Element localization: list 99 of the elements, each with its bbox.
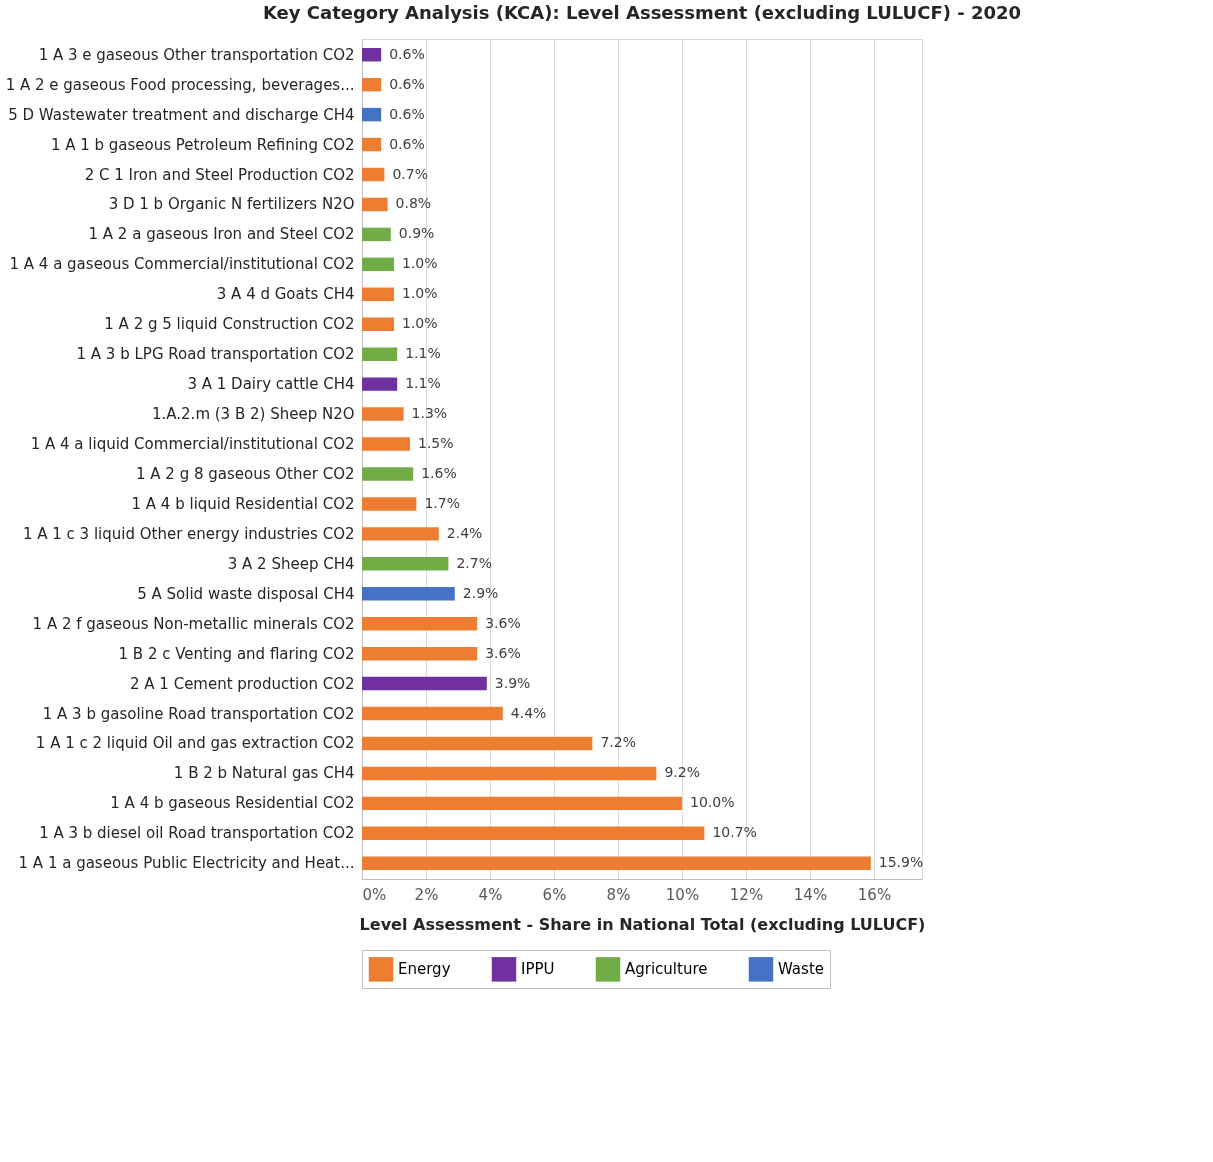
legend-label: Energy [398,960,451,979]
bar [362,377,398,391]
bar [362,676,487,691]
bar [362,227,391,242]
bar [362,826,705,841]
text: 1.1% [405,375,441,392]
x-tick-label: 10% [665,885,700,904]
y-tick-label: 1 A 2 e gaseous Food processing, beverages... [5,75,355,94]
y-tick-label: 1 A 4 b gaseous Residential CO2 [110,794,355,813]
y-tick-label: 1 A 3 b diesel oil Road transportation CO2 [39,824,355,843]
x-tick-label: 6% [542,885,567,904]
text: 0.6% [389,45,425,62]
y-tick-label: 3 A 4 d Goats CH4 [216,285,355,304]
bar [362,646,478,661]
y-tick-label: 1 A 1 a gaseous Public Electricity and Heat... [18,854,355,873]
text: 0.6% [389,75,425,92]
bar [362,796,682,811]
bar [362,407,404,421]
x-tick-label: 16% [857,885,892,904]
text: 4.4% [510,704,547,721]
y-tick-label: 1 A 1 b gaseous Petroleum Refining CO2 [50,135,355,154]
text: 15.9% [878,854,924,871]
chart-title: Key Category Analysis (KCA): Level Assessment (excluding LULUCF) - 2020 [262,2,1022,23]
x-tick-label: 14% [793,885,828,904]
y-tick-label: 1 A 4 a liquid Commercial/institutional CO2 [30,435,355,454]
x-tick-label: 8% [606,885,631,904]
legend-label: Agriculture [625,960,708,979]
y-tick-label: 3 A 2 Sheep CH4 [227,554,355,573]
y-tick-label: 1 A 2 g 8 gaseous Other CO2 [136,464,355,483]
y-tick-label: 1 A 4 b liquid Residential CO2 [131,494,355,513]
y-tick-label: 3 D 1 b Organic N fertilizers N2O [108,195,355,214]
y-tick-label: 2 A 1 Cement production CO2 [130,674,355,693]
text: 0.6% [389,105,425,122]
y-tick-label: 1 A 3 b gasoline Road transportation CO2 [42,704,355,723]
x-tick-label: 12% [729,885,764,904]
bar [362,856,871,871]
text: 1.7% [424,494,460,511]
text: 1.1% [405,345,441,362]
text: 10.7% [712,824,757,841]
x-tick-label: 4% [478,885,503,904]
text: 9.2% [664,764,700,781]
text: 1.0% [402,285,438,302]
text: 0.9% [398,225,435,242]
y-tick-label: 1 A 3 e gaseous Other transportation CO2 [38,45,355,64]
text: 2.9% [462,584,499,601]
y-tick-label: 1 A 1 c 3 liquid Other energy industries CO2 [22,524,355,543]
bar [362,437,410,451]
bar [362,287,394,302]
text: 1.6% [421,464,457,481]
y-tick-label: 3 A 1 Dairy cattle CH4 [187,375,355,394]
legend-label: Waste [778,960,824,979]
text: 3.6% [485,614,521,631]
text: 1.0% [402,315,438,332]
text: 10.0% [690,794,735,811]
text: 1.5% [418,435,454,452]
x-tick-label: 0% [362,885,387,904]
y-tick-label: 1 B 2 c Venting and flaring CO2 [118,644,355,663]
text: 0.6% [389,135,425,152]
bar [362,467,414,481]
text: 2.7% [456,554,492,571]
text: 0.7% [392,165,428,182]
y-tick-label: 1 A 1 c 2 liquid Oil and gas extraction CO2 [35,734,355,753]
bar [362,527,439,541]
y-tick-label: 1 A 3 b LPG Road transportation CO2 [76,345,355,364]
legend-label: IPPU [521,960,555,979]
bar [362,706,503,721]
text: 3.6% [485,644,521,661]
y-tick-label: 1 A 2 g 5 liquid Construction CO2 [104,315,355,334]
y-tick-label: 1 A 2 f gaseous Non-metallic minerals CO2 [32,614,355,633]
text: 3.9% [494,674,531,691]
bar [362,587,455,601]
bar [362,167,385,182]
x-tick-label: 2% [414,885,439,904]
bar [362,47,382,62]
text: 1.0% [402,255,438,272]
y-tick-label: 1 B 2 b Natural gas CH4 [173,764,355,783]
bar [362,497,417,511]
bar [362,766,657,781]
y-tick-label: 5 A Solid waste disposal CH4 [137,584,355,603]
bar [362,107,382,122]
bar [362,317,394,331]
bar [362,257,394,272]
text: 7.2% [600,734,636,751]
x-axis-title: Level Assessment - Share in National Total (excluding LULUCF) [359,914,926,934]
y-tick-label: 5 D Wastewater treatment and discharge CH4 [8,105,355,124]
y-tick-label: 1.A.2.m (3 B 2) Sheep N2O [152,405,355,424]
text: 0.8% [395,195,432,212]
y-tick-label: 1 A 2 a gaseous Iron and Steel CO2 [88,225,355,244]
bar [362,197,388,212]
bar [362,557,449,571]
text: 1.3% [411,405,448,422]
y-tick-label: 1 A 4 a gaseous Commercial/institutional CO2 [9,255,355,274]
bar [362,616,478,631]
y-tick-label: 2 C 1 Iron and Steel Production CO2 [84,165,355,184]
bar [362,347,398,361]
text: 2.4% [446,524,483,541]
bar [362,736,593,751]
bar [362,137,382,152]
bar [362,77,382,92]
